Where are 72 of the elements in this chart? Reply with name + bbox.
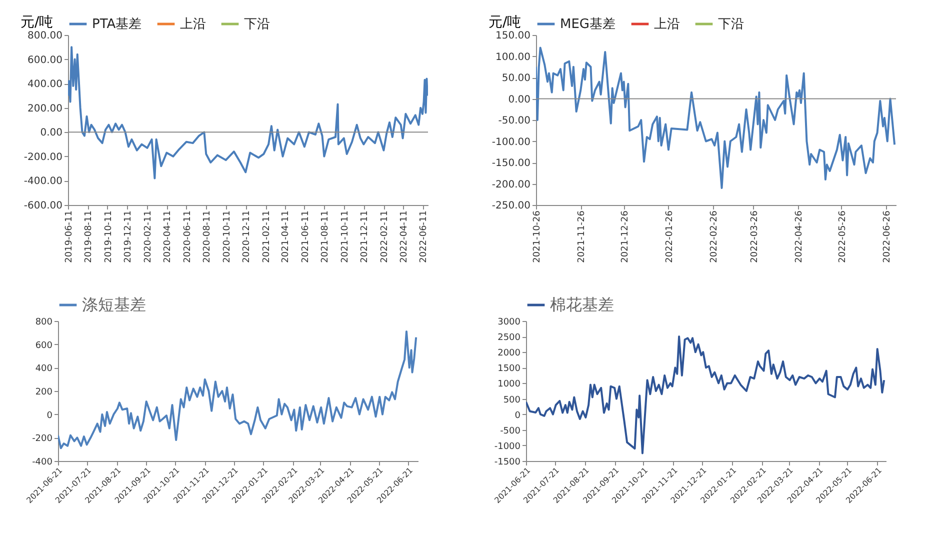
y-tick-label: 150.00 bbox=[496, 30, 530, 42]
x-tick-label: 2021-10-26 bbox=[532, 210, 542, 263]
x-tick-label: 2022-06-11 bbox=[419, 210, 429, 263]
y-tick-label: -200.00 bbox=[492, 179, 530, 190]
y-tick-label: 400 bbox=[35, 364, 53, 374]
y-tick-label: 800.00 bbox=[28, 30, 62, 42]
x-tick-label: 2021-04-11 bbox=[281, 210, 292, 263]
legend-label: MEG基差 bbox=[560, 17, 616, 32]
x-tick-label: 2020-02-11 bbox=[144, 210, 154, 263]
x-tick-label: 2022-02-26 bbox=[710, 210, 720, 263]
y-tick-label: 50.00 bbox=[502, 73, 530, 84]
y-axis-title: 元/吨 bbox=[20, 14, 54, 30]
y-tick-label: -200 bbox=[32, 434, 53, 444]
y-tick-label: 2000 bbox=[498, 348, 521, 359]
y-tick-label: 100.00 bbox=[496, 52, 530, 63]
y-tick-label: 600.00 bbox=[28, 54, 62, 66]
legend-label: 棉花基差 bbox=[550, 295, 614, 314]
x-tick-label: 2020-08-11 bbox=[202, 210, 213, 263]
x-tick-label: 2021-12-11 bbox=[360, 210, 370, 263]
x-tick-label: 2022-06-26 bbox=[882, 210, 892, 263]
x-tick-label: 2022-03-26 bbox=[750, 210, 760, 263]
y-tick-label: -500 bbox=[500, 426, 521, 436]
y-tick-label: 200 bbox=[35, 388, 53, 398]
x-tick-label: 2019-12-11 bbox=[124, 210, 134, 263]
y-tick-label: 0.00 bbox=[508, 94, 530, 106]
y-tick-label: 400.00 bbox=[28, 79, 62, 90]
y-tick-label: -400.00 bbox=[24, 176, 62, 188]
x-tick-label: 2021-10-11 bbox=[340, 210, 350, 263]
y-tick-label: 800 bbox=[35, 318, 53, 328]
x-tick-label: 2021-08-11 bbox=[320, 210, 331, 263]
y-tick-label: 0.00 bbox=[40, 128, 62, 139]
legend-label: 涤短基差 bbox=[82, 295, 146, 314]
y-tick-label: -50.00 bbox=[498, 116, 530, 126]
x-tick-label: 2022-05-26 bbox=[838, 210, 848, 263]
y-tick-label: -100.00 bbox=[492, 136, 530, 148]
y-tick-label: -150.00 bbox=[492, 158, 530, 169]
x-tick-label: 2019-10-11 bbox=[104, 210, 114, 263]
x-tick-label: 2020-04-11 bbox=[163, 210, 174, 263]
legend-label: 上沿 bbox=[180, 17, 206, 32]
y-axis-title: 元/吨 bbox=[488, 14, 522, 30]
y-tick-label: 1500 bbox=[498, 364, 521, 374]
y-tick-label: 0 bbox=[514, 410, 521, 421]
legend-label: 上沿 bbox=[654, 17, 680, 32]
legend-label: 下沿 bbox=[718, 17, 744, 32]
x-tick-label: 2021-12-26 bbox=[620, 210, 630, 263]
x-tick-label: 2022-01-26 bbox=[664, 210, 675, 263]
x-tick-label: 2020-06-11 bbox=[182, 210, 193, 263]
x-tick-label: 2021-11-26 bbox=[577, 210, 588, 263]
x-tick-label: 2020-10-11 bbox=[222, 210, 232, 263]
x-tick-label: 2022-04-11 bbox=[399, 210, 410, 263]
y-tick-label: 3000 bbox=[498, 318, 521, 328]
y-tick-label: -200.00 bbox=[24, 152, 62, 163]
x-tick-label: 2022-02-11 bbox=[380, 210, 390, 263]
x-tick-label: 2021-06-11 bbox=[300, 210, 311, 263]
x-tick-label: 2021-02-11 bbox=[262, 210, 272, 263]
y-tick-label: 2500 bbox=[498, 333, 521, 344]
legend-label: 下沿 bbox=[244, 17, 270, 32]
y-tick-label: -600.00 bbox=[24, 200, 62, 212]
legend-label: PTA基差 bbox=[92, 17, 142, 32]
x-tick-label: 2019-06-11 bbox=[64, 210, 74, 263]
y-tick-label: -1500 bbox=[494, 458, 521, 468]
x-tick-label: 2022-04-26 bbox=[794, 210, 805, 263]
x-tick-label: 2020-12-11 bbox=[242, 210, 252, 263]
y-tick-label: -1000 bbox=[494, 442, 521, 452]
y-tick-label: 200.00 bbox=[28, 103, 62, 114]
y-tick-label: 0 bbox=[46, 410, 53, 421]
y-tick-label: -250.00 bbox=[492, 200, 530, 212]
x-tick-label: 2019-08-11 bbox=[84, 210, 94, 263]
y-tick-label: 500 bbox=[503, 395, 521, 406]
y-tick-label: 1000 bbox=[498, 380, 521, 390]
y-tick-label: 600 bbox=[35, 340, 53, 351]
y-tick-label: -400 bbox=[32, 458, 53, 468]
